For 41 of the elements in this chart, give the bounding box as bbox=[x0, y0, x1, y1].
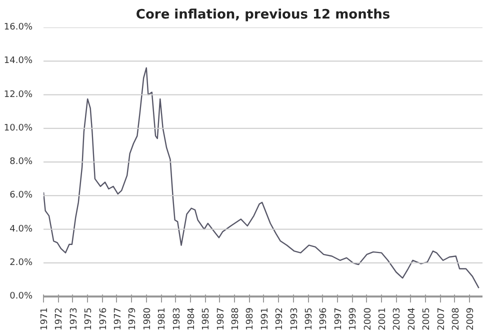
x-tick-label: 2007 bbox=[436, 308, 447, 330]
x-tick-label: 1985 bbox=[202, 308, 212, 330]
y-tick-label: 16.0% bbox=[4, 22, 33, 32]
x-tick-label: 1976 bbox=[98, 307, 109, 330]
y-tick-label: 12.0% bbox=[4, 90, 33, 100]
x-tick-label: 2004 bbox=[407, 307, 418, 330]
y-tick-label: 14.0% bbox=[4, 56, 33, 66]
line-series bbox=[44, 67, 480, 289]
x-tick-label: 1992 bbox=[275, 308, 286, 330]
y-tick-label: 10.0% bbox=[4, 123, 33, 134]
y-tick-label: 8.0% bbox=[10, 157, 33, 167]
y-tick-label: 4.0% bbox=[10, 224, 33, 234]
x-tick-label: 1989 bbox=[246, 307, 256, 330]
x-tick-label: 2000 bbox=[363, 307, 374, 330]
x-tick-label: 1991 bbox=[260, 308, 270, 330]
x-tick-label: 1975 bbox=[84, 308, 94, 330]
x-tick-label: 1977 bbox=[113, 308, 124, 330]
x-tick-label: 2003 bbox=[392, 308, 403, 330]
x-tick-label: 1995 bbox=[304, 308, 314, 330]
x-tick-label: 1996 bbox=[319, 307, 330, 330]
x-tick-label: 1997 bbox=[334, 308, 344, 330]
x-tick-label: 1983 bbox=[172, 308, 182, 330]
x-tick-label: 1971 bbox=[40, 308, 50, 330]
y-tick-label: 6.0% bbox=[10, 190, 33, 201]
x-tick-label: 1973 bbox=[69, 308, 80, 330]
x-tick-label: 1993 bbox=[290, 308, 300, 330]
x-tick-label: 2008 bbox=[451, 307, 462, 330]
x-tick-label: 1987 bbox=[216, 308, 226, 330]
y-tick-label: 2.0% bbox=[10, 258, 33, 268]
x-tick-label: 1984 bbox=[186, 307, 197, 330]
x-tick-label: 1988 bbox=[231, 307, 242, 330]
x-tick-label: 2009 bbox=[466, 307, 476, 330]
x-tick-label: 1979 bbox=[128, 307, 138, 330]
x-tick-label: 2001 bbox=[378, 308, 388, 330]
x-tick-label: 1981 bbox=[158, 308, 168, 330]
x-tick-label: 1980 bbox=[142, 307, 153, 330]
x-tick-label: 1999 bbox=[348, 307, 359, 330]
x-tick-label: 1972 bbox=[54, 308, 65, 330]
chart-title: Core inflation, previous 12 months bbox=[136, 8, 390, 22]
x-tick-label: 2005 bbox=[422, 308, 432, 330]
y-tick-label: 0.0% bbox=[10, 292, 33, 302]
